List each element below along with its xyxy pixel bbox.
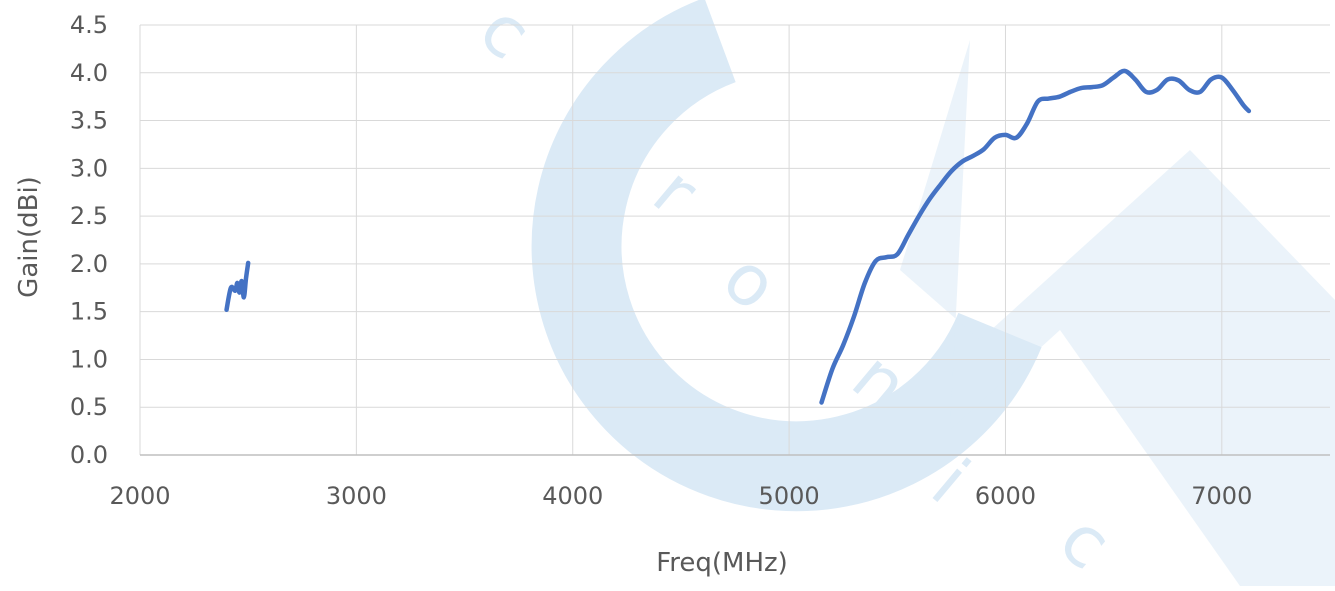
y-tick-label: 3.0: [70, 154, 108, 182]
watermark-letter: o: [708, 236, 794, 326]
x-tick-label: 6000: [975, 482, 1036, 510]
y-tick-label: 4.0: [70, 59, 108, 87]
y-axis-tick-labels: 0.0 0.5 1.0 1.5 2.0 2.5 3.0 3.5 4.0 4.5: [70, 11, 108, 469]
x-axis-tick-labels: 2000 3000 4000 5000 6000 7000: [109, 482, 1252, 510]
watermark-letter: r: [638, 151, 713, 232]
gridlines: [139, 24, 1330, 456]
x-tick-label: 7000: [1191, 482, 1252, 510]
y-tick-label: 4.5: [70, 11, 108, 39]
y-axis-title: Gain(dBi): [14, 176, 44, 298]
watermark-shape: [900, 40, 1335, 586]
series-line-1: [224, 260, 251, 313]
x-tick-label: 5000: [759, 482, 820, 510]
y-tick-label: 2.5: [70, 202, 108, 230]
x-tick-label: 4000: [542, 482, 603, 510]
y-tick-label: 0.0: [70, 441, 108, 469]
data-series: [224, 68, 1252, 405]
y-tick-label: 1.5: [70, 298, 108, 326]
watermark-arc: [531, 0, 1042, 512]
x-axis-title: Freq(MHz): [656, 548, 788, 578]
x-tick-label: 2000: [109, 482, 170, 510]
y-tick-label: 3.5: [70, 107, 108, 135]
x-tick-label: 3000: [326, 482, 387, 510]
y-tick-label: 2.0: [70, 250, 108, 278]
watermark-letter: c: [1044, 498, 1126, 586]
y-tick-label: 0.5: [70, 393, 108, 421]
y-tick-label: 1.0: [70, 345, 108, 373]
series-line-2: [819, 68, 1252, 405]
watermark-letter: c: [464, 0, 546, 75]
